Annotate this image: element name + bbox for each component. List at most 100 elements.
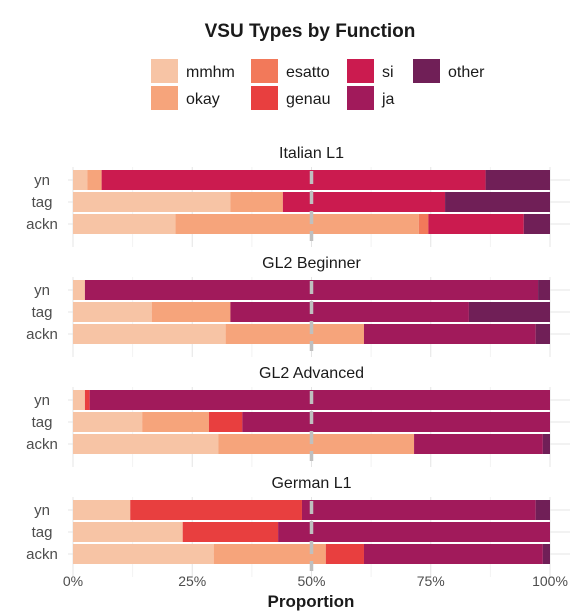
bar-segment-mmhm [73,280,85,300]
bar-segment-other [542,434,550,454]
bar-segment-ja [363,324,536,344]
bar-row-ackn: ackn [26,434,550,454]
legend-item-other: other [413,59,485,83]
bar-segment-other [468,302,550,322]
bar-segment-ja [242,412,550,432]
bar-segment-genau [84,390,90,410]
bar-row-yn: yn [34,280,550,300]
bar-segment-okay [218,434,415,454]
bar-segment-okay [175,214,419,234]
legend-item-esatto: esatto [251,59,330,83]
bar-segment-ja [230,302,469,322]
bar-segment-mmhm [73,302,152,322]
bar-segment-mmhm [73,390,85,410]
bar-segment-mmhm [73,170,88,190]
category-label: tag [32,194,53,211]
panel-title: German L1 [271,475,351,492]
bar-segment-mmhm [73,522,183,542]
bar-segment-okay [225,324,364,344]
bar-segment-other [535,324,550,344]
panel-1: GL2 Beginner yn tag ackn [26,255,570,357]
legend-swatch [151,59,178,83]
legend-swatch [347,59,374,83]
chart-title: VSU Types by Function [205,21,416,42]
bar-segment-ja [363,544,543,564]
x-tick-label: 25% [178,573,206,589]
panel-0: Italian L1 yn tag ackn [26,145,570,247]
bar-segment-okay [87,170,102,190]
bar-segment-ja [278,522,550,542]
bar-segment-ja [414,434,543,454]
bar-row-tag: tag [32,302,550,322]
panels: Italian L1 yn tag ackn GL2 Beginner yn tag ackn… [26,145,570,577]
legend-label: si [382,64,394,81]
legend-item-okay: okay [151,86,220,110]
bar-segment-okay [151,302,231,322]
category-label: ackn [26,326,58,343]
category-label: tag [32,414,53,431]
legend-swatch [251,59,278,83]
category-label: ackn [26,216,58,233]
bar-segment-mmhm [73,412,143,432]
panel-title: Italian L1 [279,145,344,162]
bar-segment-mmhm [73,324,226,344]
legend-swatch [251,86,278,110]
legend-item-genau: genau [251,86,331,110]
legend-label: ja [381,91,395,108]
bar-segment-mmhm [73,214,176,234]
category-label: tag [32,524,53,541]
bar-segment-other [523,214,550,234]
bar-segment-other [445,192,550,212]
bar-row-tag: tag [32,412,550,432]
bar-segment-other [485,170,550,190]
bar-segment-ja [301,500,536,520]
category-label: ackn [26,436,58,453]
bar-row-yn: yn [34,390,550,410]
bar-segment-mmhm [73,434,219,454]
bar-segment-si [101,170,486,190]
category-label: yn [34,502,50,519]
bar-row-yn: yn [34,500,550,520]
x-tick-label: 100% [532,573,568,589]
x-tick-label: 0% [63,573,83,589]
bar-row-ackn: ackn [26,324,550,344]
bar-segment-genau [208,412,243,432]
x-axis: 0% 25% 50% 75% 100% [63,573,568,589]
bar-row-tag: tag [32,522,550,542]
bar-row-ackn: ackn [26,544,550,564]
legend-swatch [413,59,440,83]
bar-segment-okay [213,544,326,564]
panel-title: GL2 Beginner [262,255,361,272]
x-tick-label: 50% [297,573,325,589]
bar-segment-other [542,544,550,564]
legend: mmhm okay esatto genau si ja other [151,59,485,110]
bar-segment-genau [130,500,302,520]
legend-label: mmhm [186,64,235,81]
category-label: ackn [26,546,58,563]
bar-segment-esatto [418,214,429,234]
x-axis-title: Proportion [268,592,355,611]
bar-row-tag: tag [32,192,550,212]
bar-segment-okay [230,192,283,212]
panel-3: German L1 yn tag ackn [26,475,570,577]
category-label: yn [34,392,50,409]
category-label: tag [32,304,53,321]
bar-segment-other [538,280,550,300]
panel-2: GL2 Advanced yn tag ackn [26,365,570,467]
bar-segment-mmhm [73,500,131,520]
legend-item-ja: ja [347,86,395,110]
legend-item-mmhm: mmhm [151,59,235,83]
legend-label: genau [286,91,331,108]
bar-row-ackn: ackn [26,214,550,234]
bar-segment-ja [89,390,550,410]
legend-swatch [347,86,374,110]
x-tick-label: 75% [417,573,445,589]
legend-swatch [151,86,178,110]
bar-row-yn: yn [34,170,550,190]
bar-segment-other [535,500,550,520]
bar-segment-si [428,214,524,234]
bar-segment-genau [182,522,279,542]
legend-label: other [448,64,485,81]
bar-segment-okay [142,412,209,432]
